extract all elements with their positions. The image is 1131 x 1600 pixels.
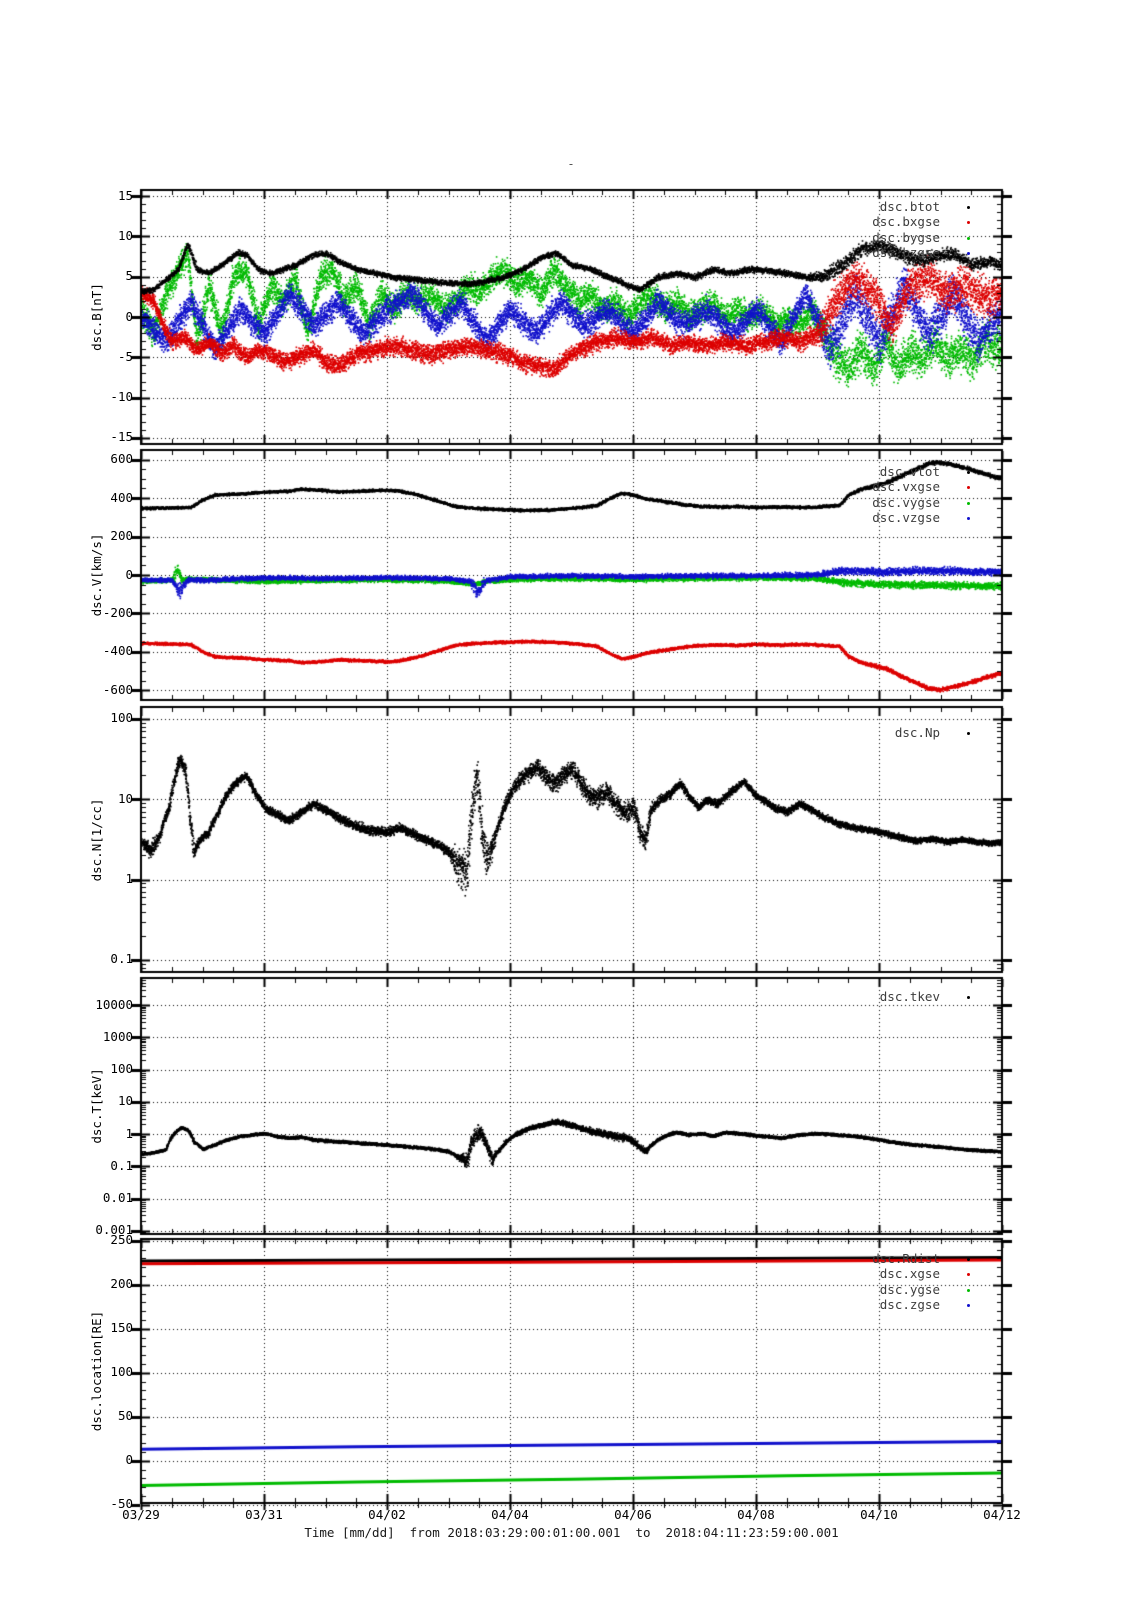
dscovr-timeseries-figure: - Time [mm/dd] from 2018:03:29:00:01:00.…	[0, 0, 1131, 1600]
plot-canvas	[0, 0, 1131, 1600]
